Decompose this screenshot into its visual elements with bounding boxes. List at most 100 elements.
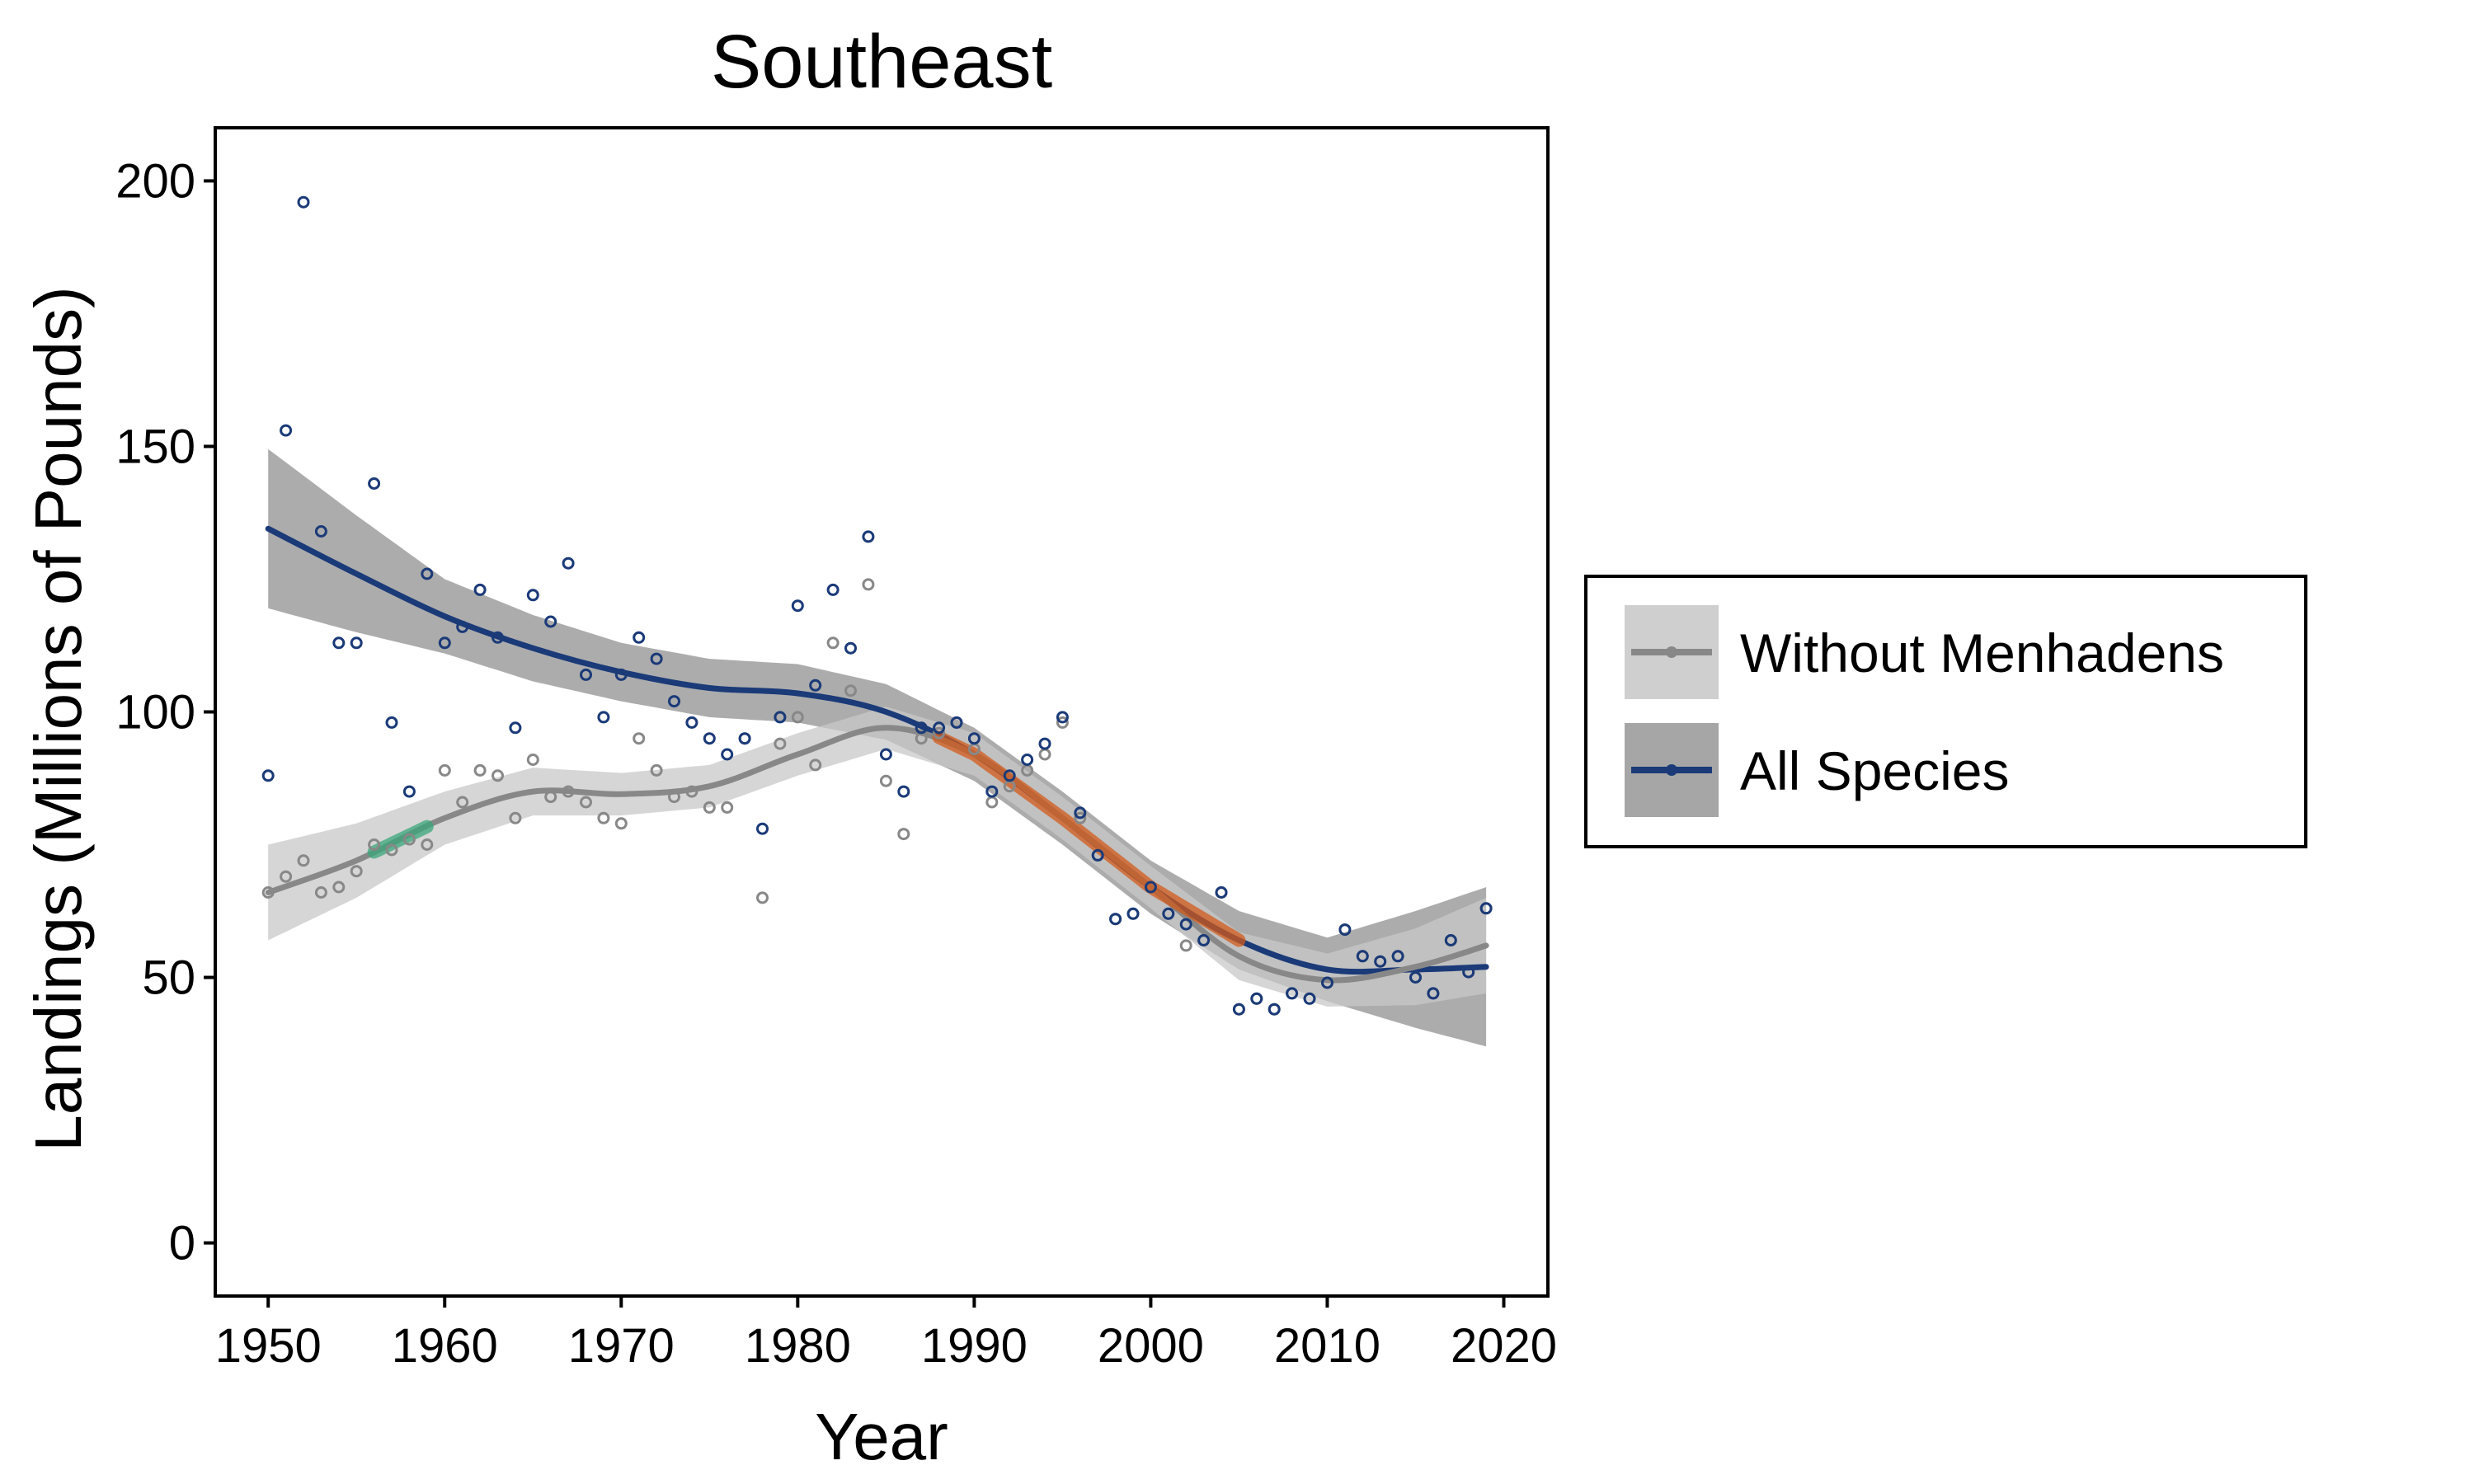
point-without-menhadens [862, 578, 875, 591]
point-all-species [1303, 992, 1316, 1005]
point-without-menhadens [368, 838, 381, 851]
point-all-species [738, 732, 751, 745]
point-all-species [473, 583, 487, 596]
point-all-species [456, 620, 469, 633]
point-without-menhadens [562, 785, 575, 798]
point-all-species [580, 668, 592, 681]
legend: Without Menhadens All Species [1584, 575, 2307, 848]
point-all-species [879, 748, 892, 761]
x-tick-label: 1960 [392, 1319, 498, 1373]
point-all-species [1286, 987, 1299, 1000]
x-tick-label: 2010 [1274, 1319, 1380, 1373]
point-all-species [1374, 955, 1387, 968]
point-without-menhadens [297, 854, 310, 867]
point-without-menhadens [526, 754, 539, 766]
y-tick-label: 0 [169, 1217, 195, 1270]
point-without-menhadens [897, 828, 910, 841]
point-without-menhadens [879, 774, 892, 787]
point-without-menhadens [614, 817, 628, 830]
point-all-species [756, 822, 769, 835]
point-all-species [385, 716, 398, 729]
point-without-menhadens [473, 763, 487, 777]
legend-item-without-menhadens: Without Menhadens [1625, 605, 2224, 699]
point-all-species [703, 732, 716, 745]
point-all-species [368, 477, 381, 490]
point-without-menhadens [332, 881, 346, 894]
point-without-menhadens [597, 811, 610, 824]
point-all-species [1356, 950, 1369, 963]
point-all-species [1444, 934, 1457, 946]
point-without-menhadens [544, 791, 557, 804]
point-all-species [314, 525, 327, 538]
point-without-menhadens [280, 870, 293, 883]
point-without-menhadens [685, 785, 698, 798]
point-all-species [597, 711, 610, 724]
point-all-species [1144, 881, 1157, 894]
point-all-species [862, 530, 875, 543]
point-all-species [492, 631, 504, 644]
point-all-species [402, 785, 416, 798]
point-all-species [614, 668, 628, 681]
x-axis: 1950 1960 1970 1980 1990 2000 2010 2020 [215, 1296, 1557, 1373]
x-tick-label: 2020 [1451, 1319, 1557, 1373]
point-all-species [350, 636, 363, 650]
point-all-species [1074, 806, 1087, 819]
point-all-species [844, 641, 857, 655]
point-all-species [1003, 769, 1016, 782]
point-all-species [650, 652, 663, 665]
point-all-species [1179, 918, 1192, 931]
point-all-species [1162, 907, 1175, 920]
trend-line-without-menhadens [265, 725, 1489, 984]
point-all-species [774, 711, 787, 724]
point-all-species [633, 631, 646, 644]
point-all-species [1391, 950, 1404, 963]
highlight-segment-2 [932, 730, 1246, 947]
point-without-menhadens [421, 838, 434, 851]
point-all-species [509, 721, 522, 735]
point-without-menhadens [492, 769, 504, 782]
point-without-menhadens [721, 801, 734, 814]
point-all-species [1215, 886, 1228, 899]
point-without-menhadens [1056, 716, 1069, 729]
point-all-species [526, 589, 539, 602]
point-all-species [1056, 711, 1069, 724]
trend-line-all-species [265, 525, 1489, 975]
band-without-menhadens [268, 707, 1487, 1007]
legend-item-all-species: All Species [1625, 723, 2010, 817]
point-all-species [1321, 976, 1333, 989]
y-tick-label: 150 [115, 420, 195, 473]
legend-label-all-species: All Species [1740, 740, 2010, 801]
point-all-species [280, 424, 293, 437]
point-without-menhadens [509, 811, 522, 824]
y-tick-label: 100 [115, 686, 195, 740]
point-without-menhadens [438, 763, 451, 777]
point-without-menhadens [633, 732, 646, 745]
point-all-species [438, 636, 451, 650]
x-tick-label: 1980 [745, 1319, 851, 1373]
point-all-species [791, 599, 804, 613]
point-all-species [915, 721, 928, 735]
point-without-menhadens [1074, 811, 1087, 824]
point-without-menhadens [261, 886, 275, 899]
point-without-menhadens [826, 636, 840, 650]
point-all-species [261, 769, 275, 782]
x-tick-label: 1950 [215, 1319, 322, 1373]
point-without-menhadens [791, 711, 804, 724]
point-all-species [950, 716, 963, 729]
point-all-species [985, 785, 999, 798]
legend-key-point [1666, 764, 1677, 776]
point-without-menhadens [1038, 748, 1051, 761]
point-all-species [668, 695, 680, 708]
confidence-bands [268, 448, 1487, 1047]
point-all-species [544, 615, 557, 628]
y-axis: 0 50 100 150 200 [115, 154, 215, 1270]
point-all-species [421, 567, 434, 580]
point-all-species [721, 748, 734, 761]
x-tick-label: 1990 [921, 1319, 1028, 1373]
point-without-menhadens [456, 796, 469, 809]
point-without-menhadens [580, 796, 592, 809]
legend-label-without-menhadens: Without Menhadens [1740, 622, 2224, 683]
point-all-species [1021, 754, 1034, 766]
point-without-menhadens [809, 758, 822, 772]
